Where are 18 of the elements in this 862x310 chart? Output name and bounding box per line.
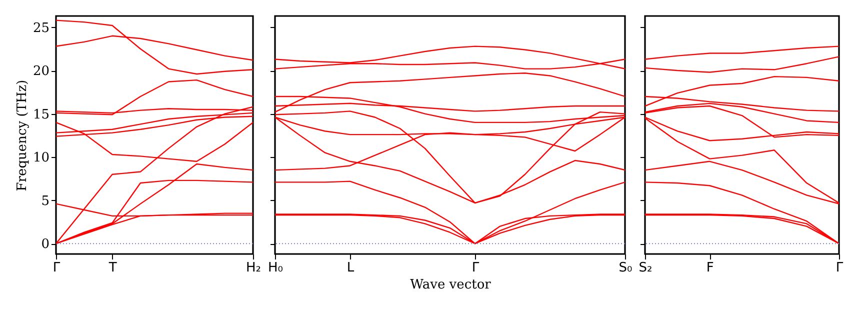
x-tick-label: Γ [52,260,61,276]
x-axis-title: Wave vector [410,278,492,292]
x-tick-label: F [706,260,714,276]
y-tick-label: 10 [32,150,50,166]
y-tick-label: 5 [41,194,50,209]
x-tick-label: T [108,260,117,276]
x-tick-label: S₀ [618,260,632,276]
y-axis-title: Frequency (THz) [14,80,30,192]
y-tick-label: 0 [41,237,50,252]
x-tick-label: L [346,260,355,276]
y-tick-label: 20 [32,64,50,80]
y-tick-label: 15 [32,107,50,122]
y-tick-label: 25 [32,20,50,36]
x-tick-label: H₂ [246,260,261,276]
x-tick-label: Γ [836,260,844,276]
x-tick-label: Γ [472,260,480,276]
x-tick-label: S₂ [638,260,652,276]
x-tick-label: H₀ [268,260,283,276]
